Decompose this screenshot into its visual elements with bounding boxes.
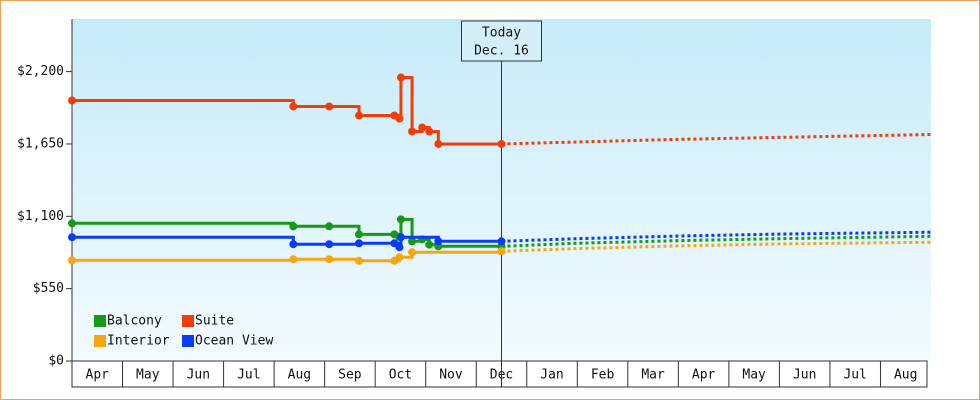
- x-tick-label: Apr: [692, 368, 716, 383]
- price-point: [355, 256, 364, 265]
- x-axis-box: [71, 360, 928, 388]
- legend-label: Ocean View: [195, 334, 273, 349]
- price-point: [68, 233, 76, 242]
- price-point: [425, 240, 434, 249]
- price-point: [289, 102, 298, 111]
- price-point: [289, 255, 298, 264]
- price-point: [408, 127, 417, 136]
- x-tick-label: Feb: [591, 368, 615, 383]
- y-tick-label: $2,200: [17, 64, 64, 79]
- price-point: [68, 256, 76, 265]
- price-point: [325, 255, 334, 264]
- today-label: Today: [482, 26, 521, 41]
- forecast-line: [501, 230, 932, 243]
- today-date: Dec. 16: [474, 44, 529, 59]
- forecast-line: [501, 240, 932, 253]
- x-tick-label: May: [136, 368, 160, 383]
- price-point: [408, 248, 417, 257]
- price-point: [355, 239, 364, 248]
- price-point: [497, 237, 506, 246]
- x-tick-label: Jul: [237, 368, 260, 383]
- price-point: [497, 247, 506, 256]
- price-point: [434, 139, 443, 148]
- x-tick-label: Mar: [641, 368, 665, 383]
- legend-label: Suite: [195, 314, 234, 329]
- price-point: [355, 111, 364, 120]
- price-point: [289, 222, 298, 231]
- price-point: [395, 243, 404, 252]
- x-tick-label: Aug: [288, 368, 311, 383]
- price-point: [408, 237, 417, 246]
- x-tick-label: Jun: [187, 368, 210, 383]
- price-point: [325, 222, 334, 231]
- x-tick-label: Sep: [338, 368, 362, 383]
- price-point: [355, 230, 364, 239]
- price-point: [68, 96, 76, 105]
- price-point: [434, 237, 443, 246]
- price-point: [325, 240, 334, 249]
- x-tick-label: Nov: [439, 368, 463, 383]
- price-point: [325, 102, 334, 111]
- price-point: [395, 253, 404, 262]
- x-tick-label: Jul: [843, 368, 866, 383]
- x-tick-label: May: [742, 368, 766, 383]
- legend-label: Interior: [107, 334, 170, 349]
- legend-swatch: [94, 335, 106, 347]
- price-point: [396, 215, 405, 224]
- price-point: [418, 123, 427, 132]
- today-box: [461, 20, 542, 62]
- forecast-line: [501, 234, 932, 248]
- x-tick-label: Jun: [793, 368, 816, 383]
- legend-swatch: [182, 335, 194, 347]
- price-point: [396, 233, 405, 242]
- legend-swatch: [182, 315, 194, 327]
- y-tick-label: $1,100: [17, 209, 64, 224]
- legend-swatch: [94, 315, 106, 327]
- y-tick-label: $1,650: [17, 136, 64, 151]
- x-tick-label: Apr: [86, 368, 110, 383]
- forecast-line: [501, 132, 932, 146]
- price-point: [289, 240, 298, 249]
- x-tick-label: Oct: [389, 368, 412, 383]
- x-tick-label: Jan: [540, 368, 563, 383]
- price-point: [68, 219, 76, 228]
- x-tick-label: Aug: [894, 368, 917, 383]
- y-tick-label: $550: [33, 281, 64, 296]
- price-point: [395, 114, 404, 123]
- price-point: [497, 139, 506, 148]
- y-tick-label: $0: [48, 354, 64, 369]
- price-point: [425, 127, 434, 136]
- price-point: [396, 73, 405, 82]
- legend-label: Balcony: [107, 314, 162, 329]
